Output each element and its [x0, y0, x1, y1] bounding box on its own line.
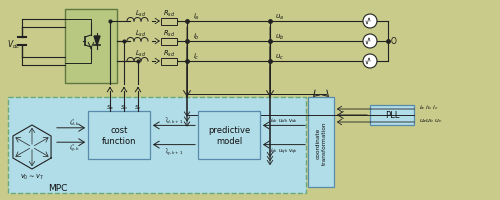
Text: PLL: PLL [385, 111, 399, 120]
Text: $i_{dk}\ u_{dk}\ v_{dk}$: $i_{dk}\ u_{dk}\ v_{dk}$ [270, 115, 298, 124]
Text: $i_{b}$: $i_{b}$ [192, 32, 200, 42]
Circle shape [363, 15, 377, 29]
Text: $\hat{i}_{q,k+1}$: $\hat{i}_{q,k+1}$ [165, 145, 183, 157]
Text: coordinate
transformation: coordinate transformation [316, 121, 326, 164]
FancyBboxPatch shape [198, 111, 260, 159]
FancyBboxPatch shape [370, 105, 414, 125]
FancyBboxPatch shape [161, 18, 177, 25]
Text: $L_{sd}$: $L_{sd}$ [136, 49, 146, 59]
Text: predictive
model: predictive model [208, 126, 250, 145]
Text: O: O [391, 37, 397, 46]
FancyBboxPatch shape [8, 98, 306, 193]
Text: $u_{b}$: $u_{b}$ [276, 32, 284, 41]
Text: $S_c$: $S_c$ [134, 103, 142, 112]
Text: $i_{c}$: $i_{c}$ [192, 52, 200, 62]
FancyBboxPatch shape [88, 111, 150, 159]
Text: $u_{a}$: $u_{a}$ [276, 12, 284, 21]
Text: $L_{sd}$: $L_{sd}$ [136, 29, 146, 39]
Text: $L_{sd}$: $L_{sd}$ [136, 9, 146, 19]
Circle shape [363, 55, 377, 69]
Text: $v_0\sim v_7$: $v_0\sim v_7$ [20, 172, 44, 181]
Circle shape [363, 35, 377, 49]
Text: $V_{dc}$: $V_{dc}$ [8, 39, 20, 51]
Text: $R_{sd}$: $R_{sd}$ [163, 9, 175, 19]
Text: $R_{sd}$: $R_{sd}$ [163, 29, 175, 39]
Text: $u_a u_b\ u_c$: $u_a u_b\ u_c$ [419, 116, 443, 124]
FancyBboxPatch shape [65, 10, 117, 84]
Text: $i^*_{d,k}$: $i^*_{d,k}$ [68, 117, 80, 127]
Text: $i_a\ i_b\ i_c$: $i_a\ i_b\ i_c$ [419, 103, 438, 112]
Text: $i^*_{q,k}$: $i^*_{q,k}$ [68, 142, 80, 154]
Text: $S_a$: $S_a$ [106, 103, 114, 112]
Text: cost
function: cost function [102, 126, 136, 145]
Text: $i_{qk}\ u_{qk}\ v_{qk}$: $i_{qk}\ u_{qk}\ v_{qk}$ [270, 146, 298, 156]
FancyBboxPatch shape [161, 38, 177, 45]
Polygon shape [94, 37, 100, 46]
Text: $R_{sd}$: $R_{sd}$ [163, 49, 175, 59]
Text: $\hat{i}_{d,k+1}$: $\hat{i}_{d,k+1}$ [165, 115, 183, 125]
Text: $S_b$: $S_b$ [120, 103, 128, 112]
Text: $u_{c}$: $u_{c}$ [276, 52, 284, 61]
FancyBboxPatch shape [161, 58, 177, 65]
Text: $i_{a}$: $i_{a}$ [192, 12, 200, 22]
FancyBboxPatch shape [308, 98, 334, 187]
Text: MPC: MPC [48, 184, 68, 193]
